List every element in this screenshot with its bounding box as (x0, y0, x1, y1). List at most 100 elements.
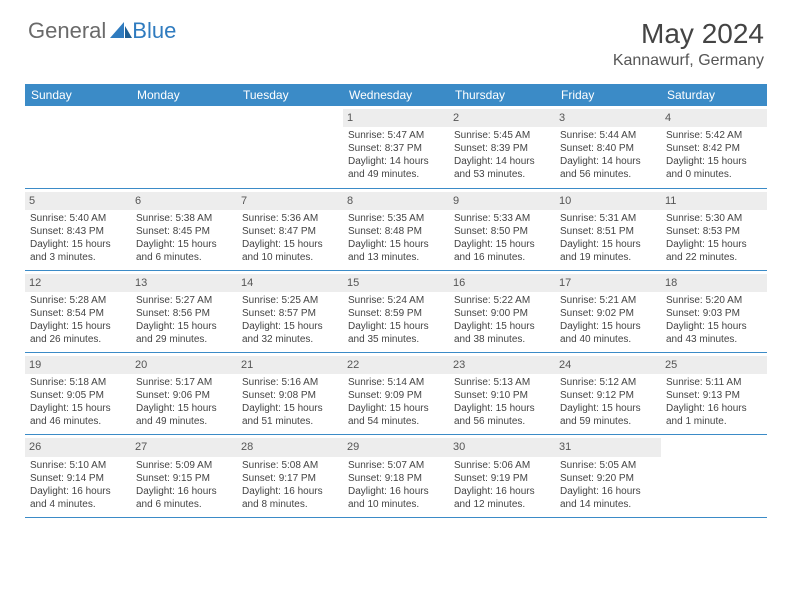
day-number: 7 (237, 192, 343, 210)
daylight-line: Daylight: 15 hours and 0 minutes. (666, 155, 762, 181)
calendar-day-cell: 3Sunrise: 5:44 AMSunset: 8:40 PMDaylight… (555, 106, 661, 188)
daylight-line: Daylight: 15 hours and 19 minutes. (560, 238, 656, 264)
calendar-week-row: 12Sunrise: 5:28 AMSunset: 8:54 PMDayligh… (25, 270, 767, 352)
daylight-line: Daylight: 15 hours and 35 minutes. (348, 320, 444, 346)
calendar-day-cell: 7 Sunrise: 5:36 AMSunset: 8:47 PMDaylight… (237, 188, 343, 270)
daylight-line: Daylight: 15 hours and 38 minutes. (454, 320, 550, 346)
logo: General Blue (28, 18, 176, 44)
day-number: 26 (25, 438, 131, 456)
day-number: 29 (343, 438, 449, 456)
daylight-line: Daylight: 15 hours and 56 minutes. (454, 402, 550, 428)
day-number: 17 (555, 274, 661, 292)
calendar-day-cell: 20 Sunrise: 5:17 AMSunset: 9:06 PMDayligh… (131, 353, 237, 435)
day-number: 3 (555, 109, 661, 127)
daylight-line: Daylight: 15 hours and 10 minutes. (242, 238, 338, 264)
sunrise-line: Sunrise: 5:08 AM (242, 459, 338, 472)
daylight-line: Daylight: 16 hours and 14 minutes. (560, 485, 656, 511)
sunrise-line: Sunrise: 5:44 AM (560, 129, 656, 142)
sunset-line: Sunset: 9:09 PM (348, 389, 444, 402)
calendar-day-cell: 15Sunrise: 5:24 AMSunset: 8:59 PMDayligh… (343, 270, 449, 352)
calendar-day-cell: 26Sunrise: 5:10 AMSunset: 9:14 PMDayligh… (25, 435, 131, 517)
day-number: 31 (555, 438, 661, 456)
calendar-day-cell: 29Sunrise: 5:07 AMSunset: 9:18 PMDayligh… (343, 435, 449, 517)
sunrise-line: Sunrise: 5:06 AM (454, 459, 550, 472)
sunset-line: Sunset: 8:47 PM (242, 225, 338, 238)
sunset-line: Sunset: 9:08 PM (242, 389, 338, 402)
sunrise-line: Sunrise: 5:17 AM (136, 376, 232, 389)
sunset-line: Sunset: 9:19 PM (454, 472, 550, 485)
day-of-week-header: Thursday (449, 84, 555, 106)
calendar-day-cell: 5Sunrise: 5:40 AMSunset: 8:43 PMDaylight… (25, 188, 131, 270)
sunrise-line: Sunrise: 5:47 AM (348, 129, 444, 142)
calendar-day-cell: 22Sunrise: 5:14 AMSunset: 9:09 PMDayligh… (343, 353, 449, 435)
sunrise-line: Sunrise: 5:40 AM (30, 212, 126, 225)
daylight-line: Daylight: 16 hours and 8 minutes. (242, 485, 338, 511)
calendar-week-row: 26 Sunrise: 5:10 AMSunset: 9:14 PM Dayligh… (25, 435, 767, 517)
calendar-day-cell: 27Sunrise: 5:09 AMSunset: 9:15 PMDayligh… (131, 435, 237, 517)
sunrise-line: Sunrise: 5:07 AM (348, 459, 444, 472)
day-number: 30 (449, 438, 555, 456)
sunrise-line: Sunrise: 5:28 AM (30, 294, 126, 307)
day-number: 20 (131, 356, 237, 374)
calendar-day-cell: 24Sunrise: 5:12 AMSunset: 9:12 PMDayligh… (555, 353, 661, 435)
daylight-line: Daylight: 15 hours and 6 minutes. (136, 238, 232, 264)
daylight-line: Daylight: 15 hours and 13 minutes. (348, 238, 444, 264)
sunset-line: Sunset: 9:03 PM (666, 307, 762, 320)
daylight-line: Daylight: 15 hours and 49 minutes. (136, 402, 232, 428)
day-number: 18 (661, 274, 767, 292)
sunrise-line: Sunrise: 5:16 AM (242, 376, 338, 389)
logo-text-general: General (28, 18, 106, 44)
sunset-line: Sunset: 8:40 PM (560, 142, 656, 155)
daylight-line: Daylight: 15 hours and 3 minutes. (30, 238, 126, 264)
sunset-line: Sunset: 9:14 PM (30, 472, 126, 485)
daylight-line: Daylight: 16 hours and 12 minutes. (454, 485, 550, 511)
day-number: 22 (343, 356, 449, 374)
sunrise-line: Sunrise: 5:10 AM (30, 459, 126, 472)
daylight-line: Daylight: 15 hours and 22 minutes. (666, 238, 762, 264)
sunrise-line: Sunrise: 5:36 AM (242, 212, 338, 225)
sunrise-line: Sunrise: 5:09 AM (136, 459, 232, 472)
calendar-day-cell: 23Sunrise: 5:13 AMSunset: 9:10 PMDayligh… (449, 353, 555, 435)
sunrise-line: Sunrise: 5:20 AM (666, 294, 762, 307)
sunrise-line: Sunrise: 5:22 AM (454, 294, 550, 307)
sunset-line: Sunset: 8:37 PM (348, 142, 444, 155)
calendar-week-row: 19Sunrise: 5:18 AMSunset: 9:05 PMDayligh… (25, 353, 767, 435)
sunset-line: Sunset: 9:06 PM (136, 389, 232, 402)
daylight-line: Daylight: 16 hours and 10 minutes. (348, 485, 444, 511)
calendar-day-cell (25, 106, 131, 188)
sunset-line: Sunset: 8:56 PM (136, 307, 232, 320)
sunset-line: Sunset: 9:20 PM (560, 472, 656, 485)
daylight-line: Daylight: 15 hours and 51 minutes. (242, 402, 338, 428)
day-number: 16 (449, 274, 555, 292)
calendar-day-cell: 4Sunrise: 5:42 AMSunset: 8:42 PMDaylight… (661, 106, 767, 188)
day-number: 9 (449, 192, 555, 210)
daylight-line: Daylight: 14 hours and 49 minutes. (348, 155, 444, 181)
daylight-line: Daylight: 15 hours and 59 minutes. (560, 402, 656, 428)
calendar-day-cell: 8Sunrise: 5:35 AMSunset: 8:48 PMDaylight… (343, 188, 449, 270)
sunrise-line: Sunrise: 5:11 AM (666, 376, 762, 389)
calendar-day-cell (237, 106, 343, 188)
day-of-week-row: SundayMondayTuesdayWednesdayThursdayFrid… (25, 84, 767, 106)
calendar-day-cell: 6Sunrise: 5:38 AMSunset: 8:45 PMDaylight… (131, 188, 237, 270)
day-of-week-header: Saturday (661, 84, 767, 106)
day-of-week-header: Wednesday (343, 84, 449, 106)
day-number: 15 (343, 274, 449, 292)
day-number: 5 (25, 192, 131, 210)
daylight-line: Daylight: 15 hours and 32 minutes. (242, 320, 338, 346)
calendar-day-cell: 16Sunrise: 5:22 AMSunset: 9:00 PMDayligh… (449, 270, 555, 352)
daylight-line: Daylight: 15 hours and 54 minutes. (348, 402, 444, 428)
calendar-day-cell: 14Sunrise: 5:25 AMSunset: 8:57 PMDayligh… (237, 270, 343, 352)
header: General Blue May 2024 Kannawurf, Germany (0, 0, 792, 78)
sunset-line: Sunset: 8:39 PM (454, 142, 550, 155)
sunset-line: Sunset: 9:05 PM (30, 389, 126, 402)
sunrise-line: Sunrise: 5:13 AM (454, 376, 550, 389)
calendar-day-cell: 19Sunrise: 5:18 AMSunset: 9:05 PMDayligh… (25, 353, 131, 435)
daylight-line: Daylight: 15 hours and 46 minutes. (30, 402, 126, 428)
sunset-line: Sunset: 8:48 PM (348, 225, 444, 238)
calendar-day-cell: 2Sunrise: 5:45 AMSunset: 8:39 PMDaylight… (449, 106, 555, 188)
calendar-week-row: 5Sunrise: 5:40 AMSunset: 8:43 PMDaylight… (25, 188, 767, 270)
sunrise-line: Sunrise: 5:12 AM (560, 376, 656, 389)
day-number: 8 (343, 192, 449, 210)
sunset-line: Sunset: 9:15 PM (136, 472, 232, 485)
calendar-day-cell: 31Sunrise: 5:05 AMSunset: 9:20 PMDayligh… (555, 435, 661, 517)
